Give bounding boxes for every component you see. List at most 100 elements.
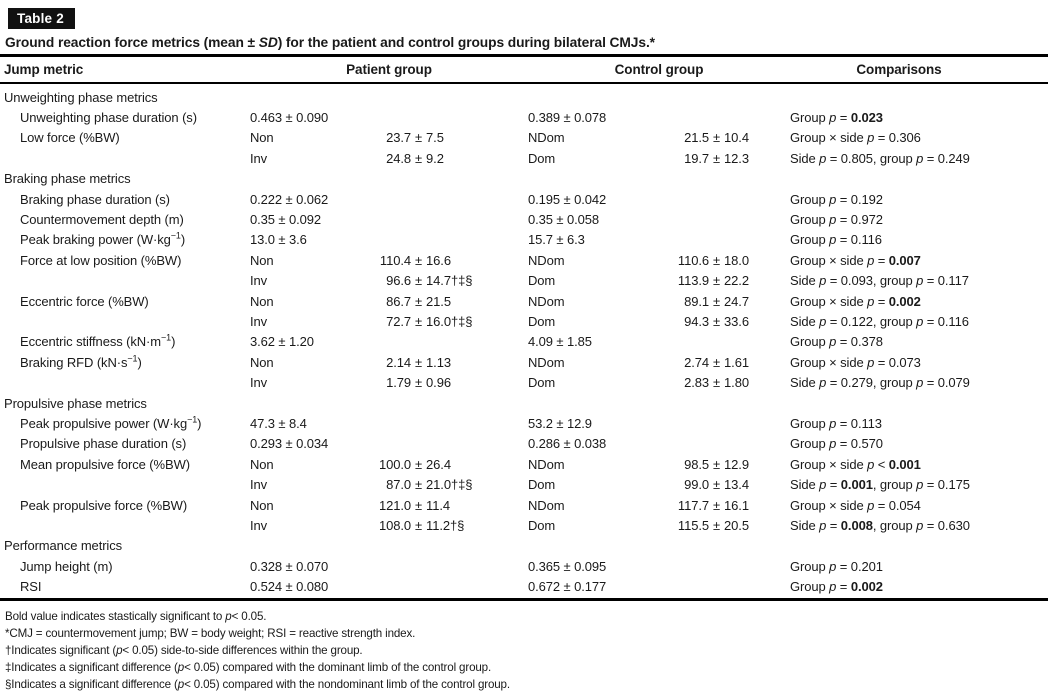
section-row: Braking phase metrics: [0, 169, 1048, 189]
footnote: *CMJ = countermovement jump; BW = body w…: [5, 626, 416, 640]
control-side-value: 2.83 ±1.80: [684, 375, 749, 391]
column-header-jump-metric: Jump metric: [4, 62, 84, 77]
patient-side-or-mean: Non: [250, 252, 274, 268]
patient-side-or-mean: 3.62 ± 1.20: [250, 334, 314, 350]
comparison-stats: Group p = 0.972: [790, 212, 883, 228]
section-row: Performance metrics: [0, 536, 1048, 556]
comparison-stats: Group × side p = 0.306: [790, 130, 921, 146]
control-side-or-mean: 53.2 ± 12.9: [528, 415, 592, 431]
comparison-stats: Group × side p = 0.073: [790, 354, 921, 370]
comparison-stats: Group p = 0.201: [790, 558, 883, 574]
comparison-stats: Side p = 0.001, group p = 0.175: [790, 477, 970, 493]
top-rule: [0, 54, 1048, 57]
control-side-or-mean: 0.672 ± 0.177: [528, 579, 607, 595]
table-row: Eccentric stiffness (kN·m−1) 3.62 ± 1.20 4…: [0, 332, 1048, 352]
section-label: Braking phase metrics: [4, 171, 131, 187]
metric-label: Force at low position (%BW): [20, 252, 182, 268]
patient-side-or-mean: 0.524 ± 0.080: [250, 579, 329, 595]
metric-label: Unweighting phase duration (s): [20, 110, 197, 126]
patient-side-value: 2.14 ±1.13: [386, 354, 451, 370]
control-side-or-mean: NDom: [528, 497, 565, 513]
control-side-or-mean: 0.389 ± 0.078: [528, 110, 607, 126]
control-side-or-mean: 4.09 ± 1.85: [528, 334, 592, 350]
table-footnotes: Bold value indicates stastically signifi…: [5, 608, 1048, 693]
table-row: Propulsive phase duration (s) 0.293 ± 0.0…: [0, 434, 1048, 454]
control-side-or-mean: 0.286 ± 0.038: [528, 436, 607, 452]
metric-label: RSI: [20, 579, 42, 595]
footnote: Bold value indicates stastically signifi…: [5, 609, 267, 623]
comparison-stats: Side p = 0.008, group p = 0.630: [790, 517, 970, 533]
metric-label: Jump height (m): [20, 558, 113, 574]
table-row: Mean propulsive force (%BW) Non 100.0 ±26.4…: [0, 454, 1048, 474]
control-side-value: 89.1 ±24.7: [684, 293, 749, 309]
patient-side-or-mean: 0.35 ± 0.092: [250, 212, 321, 228]
control-side-or-mean: Dom: [528, 517, 556, 533]
table-row: Force at low position (%BW) Non 110.4 ±16.6…: [0, 250, 1048, 270]
table-row: Inv 72.7 ±16.0†‡§ Dom 94.3 ±33.6 Side p = 0.12…: [0, 311, 1048, 331]
column-header-patient-group: Patient group: [346, 62, 432, 77]
control-side-or-mean: NDom: [528, 456, 565, 472]
patient-side-value: 72.7 ±16.0†‡§: [386, 313, 473, 329]
table-row: Peak propulsive power (W·kg−1) 47.3 ± 8.4…: [0, 413, 1048, 433]
comparison-stats: Group p = 0.570: [790, 436, 883, 452]
comparison-stats: Group p = 0.002: [790, 579, 883, 595]
section-label: Performance metrics: [4, 538, 123, 554]
patient-side-value: 96.6 ±14.7†‡§: [386, 273, 473, 289]
section-label: Propulsive phase metrics: [4, 395, 147, 411]
table-row: Braking phase duration (s) 0.222 ± 0.062 0…: [0, 189, 1048, 209]
control-side-or-mean: NDom: [528, 293, 565, 309]
table-row: Inv 108.0 ±11.2†§ Dom 115.5 ±20.5 Side p = 0.0…: [0, 515, 1048, 535]
comparison-stats: Group × side p = 0.002: [790, 293, 921, 309]
patient-side-value: 121.0 ±11.4: [378, 497, 450, 513]
metric-label: Mean propulsive force (%BW): [20, 456, 190, 472]
control-side-value: 115.5 ±20.5: [677, 517, 749, 533]
control-side-value: 21.5 ±10.4: [684, 130, 749, 146]
control-side-or-mean: Dom: [528, 477, 556, 493]
patient-side-value: 108.0 ±11.2†§: [378, 517, 465, 533]
patient-side-or-mean: 0.463 ± 0.090: [250, 110, 329, 126]
table-row: Low force (%BW) Non 23.7 ±7.5 NDom 21.5 ±10.4 G…: [0, 128, 1048, 148]
table-number-badge: Table 2: [8, 8, 75, 29]
patient-side-or-mean: Inv: [250, 273, 268, 289]
table-row: Peak propulsive force (%BW) Non 121.0 ±11.4…: [0, 495, 1048, 515]
comparison-stats: Side p = 0.093, group p = 0.117: [790, 273, 969, 289]
comparison-stats: Group p = 0.116: [790, 232, 882, 248]
metric-label: Peak propulsive force (%BW): [20, 497, 188, 513]
control-side-or-mean: Dom: [528, 313, 556, 329]
section-row: Unweighting phase metrics: [0, 87, 1048, 107]
metric-label: Braking RFD (kN·s−1): [20, 353, 142, 370]
comparison-stats: Group p = 0.378: [790, 334, 883, 350]
header-rule: [0, 82, 1048, 84]
comparison-stats: Group p = 0.113: [790, 415, 882, 431]
control-side-value: 98.5 ±12.9: [684, 456, 749, 472]
table-row: Peak braking power (W·kg−1) 13.0 ± 3.6 15.…: [0, 230, 1048, 250]
control-side-or-mean: Dom: [528, 150, 556, 166]
patient-side-value: 23.7 ±7.5: [386, 130, 444, 146]
patient-side-or-mean: Inv: [250, 375, 268, 391]
control-side-or-mean: 0.35 ± 0.058: [528, 212, 599, 228]
metric-label: Eccentric stiffness (kN·m−1): [20, 333, 176, 350]
table-row: Inv 1.79 ±0.96 Dom 2.83 ±1.80 Side p = 0.279, …: [0, 372, 1048, 392]
patient-side-or-mean: 13.0 ± 3.6: [250, 232, 307, 248]
patient-side-or-mean: Non: [250, 130, 274, 146]
control-side-value: 113.9 ±22.2: [677, 273, 749, 289]
control-side-or-mean: NDom: [528, 354, 565, 370]
patient-side-value: 87.0 ±21.0†‡§: [386, 477, 473, 493]
patient-side-or-mean: Non: [250, 497, 274, 513]
patient-side-or-mean: Inv: [250, 517, 268, 533]
metric-label: Propulsive phase duration (s): [20, 436, 187, 452]
patient-side-or-mean: Non: [250, 354, 274, 370]
section-label: Unweighting phase metrics: [4, 89, 158, 105]
control-side-or-mean: Dom: [528, 273, 556, 289]
control-side-or-mean: Dom: [528, 375, 556, 391]
control-side-or-mean: 15.7 ± 6.3: [528, 232, 585, 248]
metric-label: Peak braking power (W·kg−1): [20, 231, 186, 248]
bottom-rule: [0, 597, 1048, 601]
control-side-value: 99.0 ±13.4: [684, 477, 749, 493]
control-side-or-mean: 0.195 ± 0.042: [528, 191, 607, 207]
table-row: Unweighting phase duration (s) 0.463 ± 0.…: [0, 107, 1048, 127]
comparison-stats: Group × side p < 0.001: [790, 456, 921, 472]
table-row: Eccentric force (%BW) Non 86.7 ±21.5 NDom 89.…: [0, 291, 1048, 311]
column-header-comparisons: Comparisons: [856, 62, 942, 77]
control-side-or-mean: NDom: [528, 252, 565, 268]
